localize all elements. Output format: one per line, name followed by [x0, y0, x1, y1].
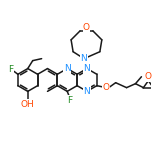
Text: F: F	[8, 65, 14, 74]
Text: N: N	[64, 64, 71, 73]
Text: N: N	[84, 64, 90, 73]
Text: O: O	[102, 83, 109, 92]
Text: F: F	[67, 96, 72, 105]
Text: O: O	[83, 23, 90, 32]
Text: N: N	[84, 87, 90, 96]
Text: O: O	[145, 72, 152, 81]
Text: OH: OH	[21, 100, 35, 109]
Text: N: N	[81, 54, 87, 63]
